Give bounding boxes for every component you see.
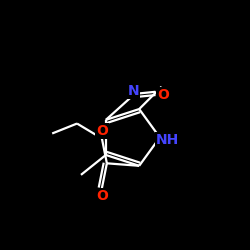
Text: O: O xyxy=(96,124,108,138)
Text: O: O xyxy=(96,189,108,203)
Text: NH: NH xyxy=(156,133,179,147)
Text: N: N xyxy=(127,84,139,98)
Text: O: O xyxy=(157,88,169,102)
